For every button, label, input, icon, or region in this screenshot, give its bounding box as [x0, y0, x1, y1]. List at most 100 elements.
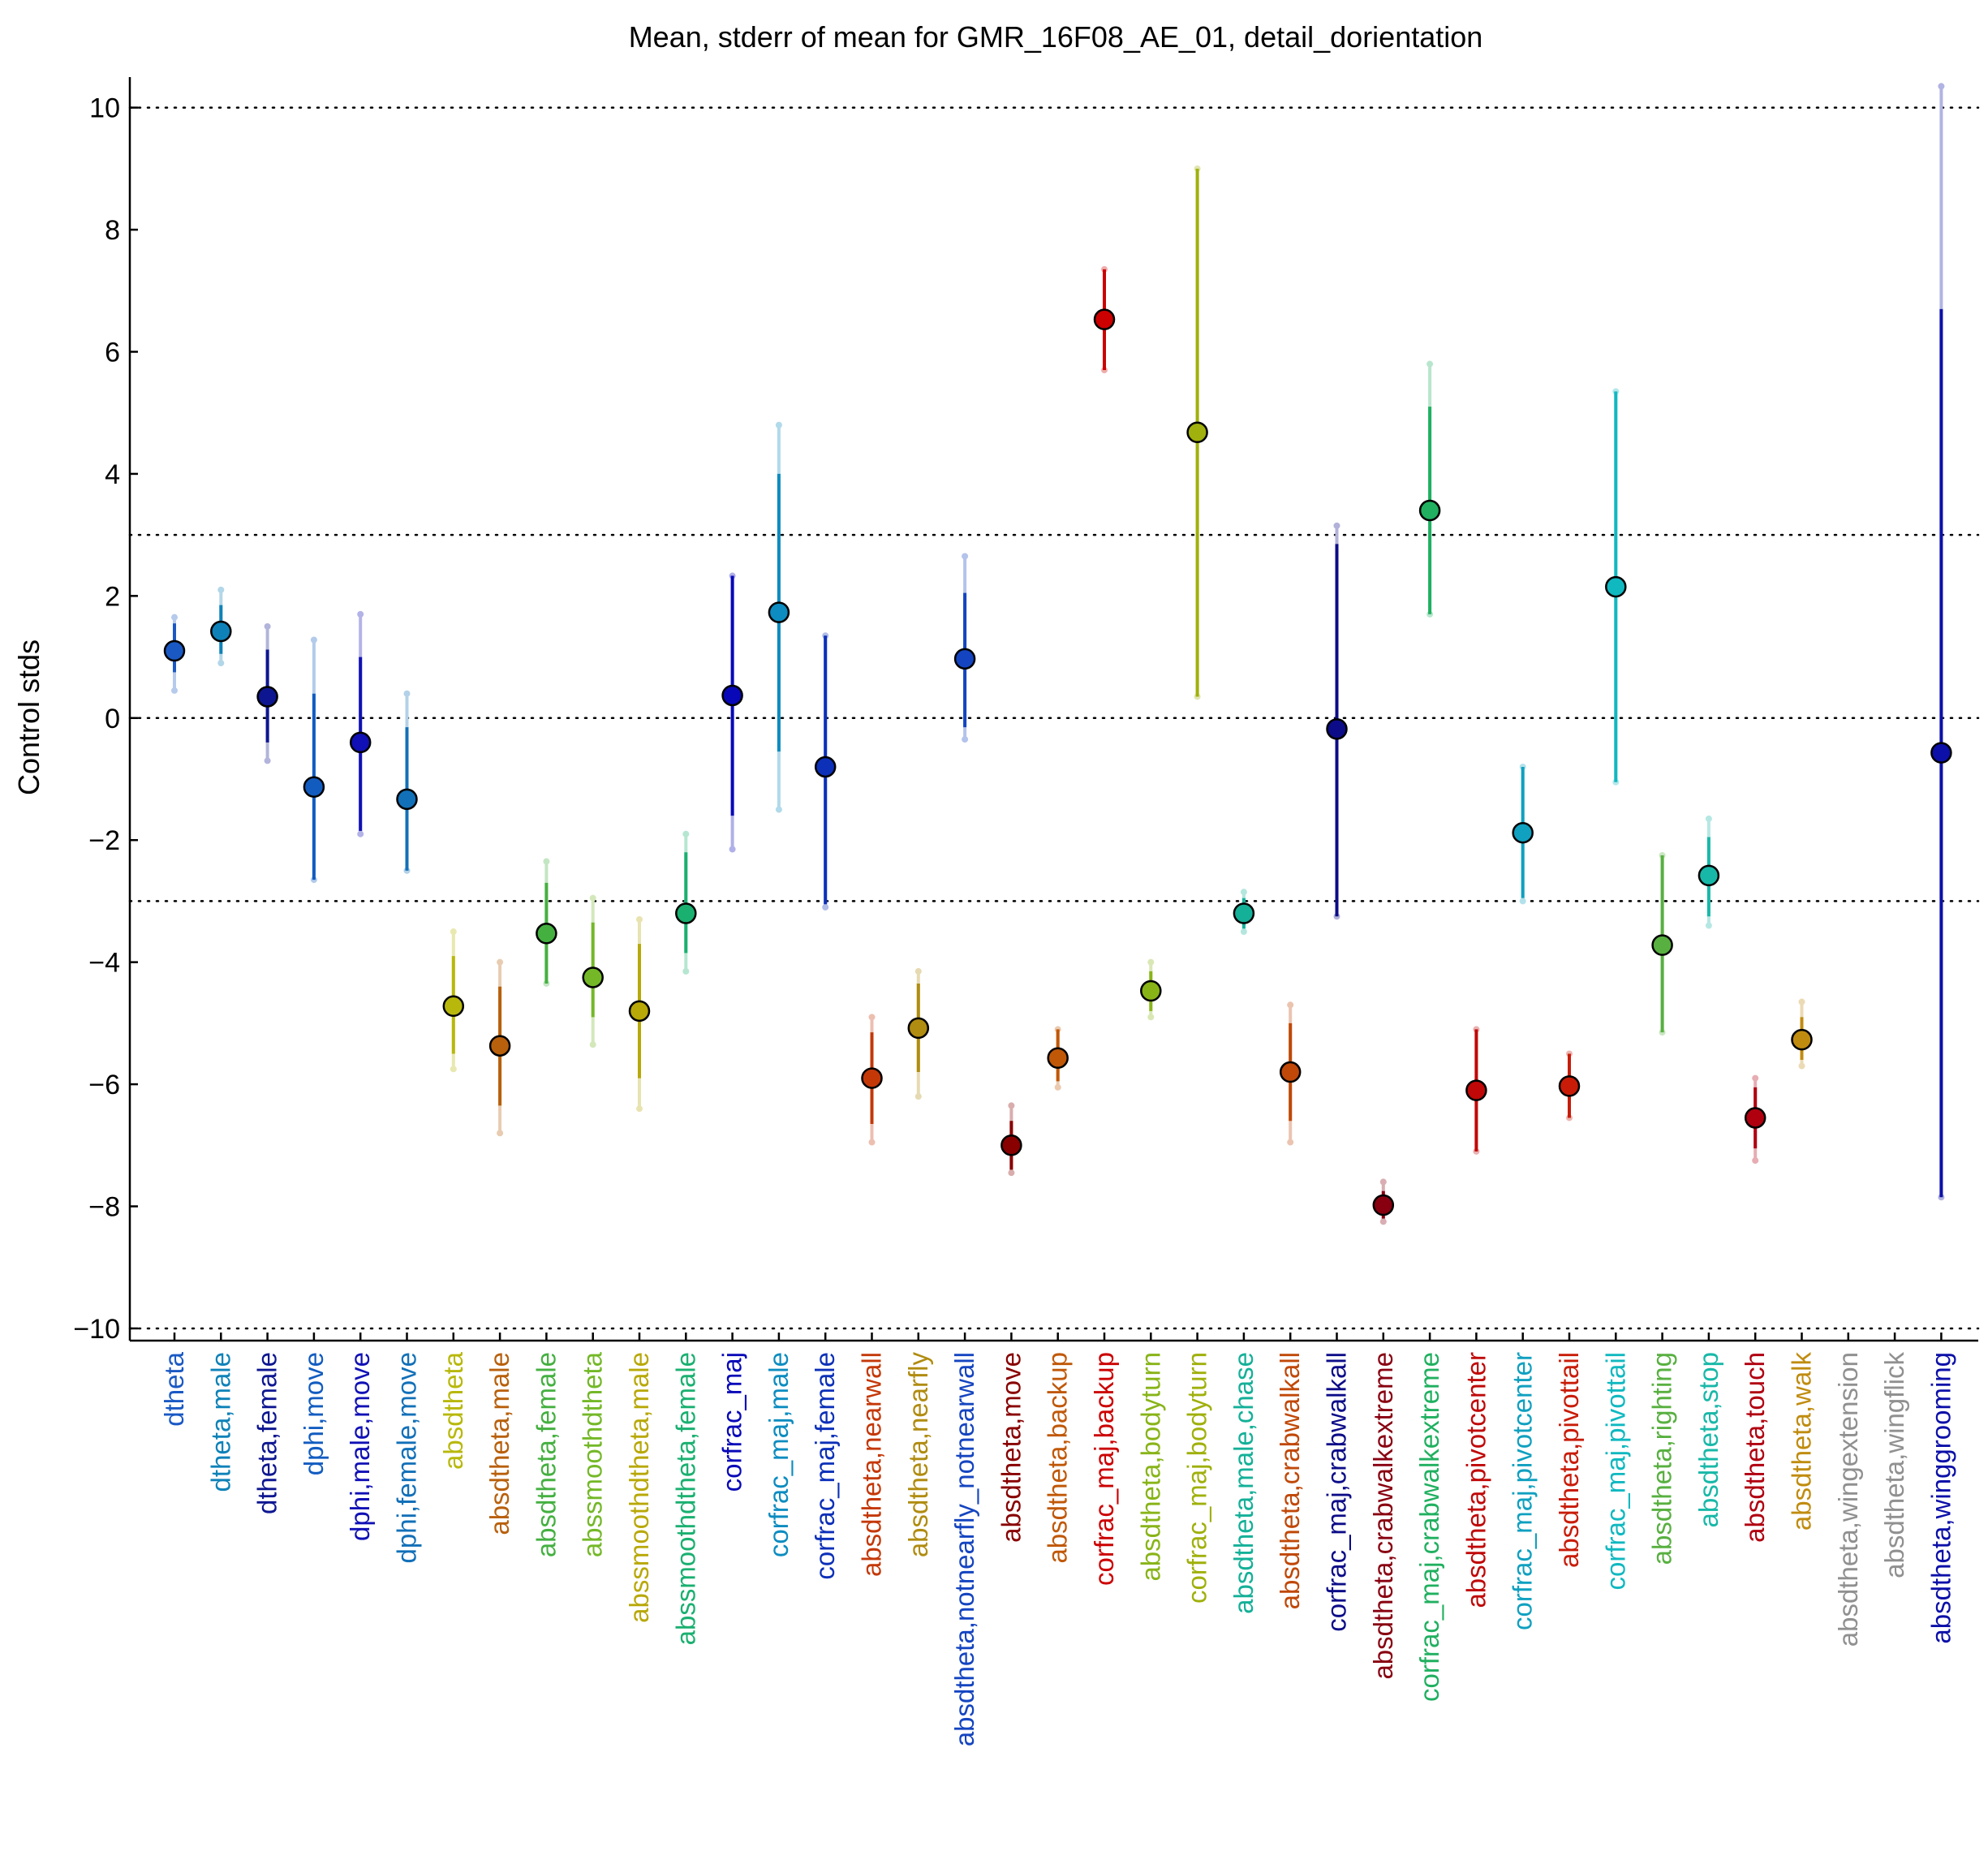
range-end-marker: [682, 830, 690, 837]
x-tick-label: abssmoothdtheta,female: [670, 1352, 700, 1645]
x-tick-label: absdtheta,wingextension: [1833, 1352, 1863, 1647]
mean-marker: [675, 902, 697, 924]
range-end-marker: [914, 967, 922, 975]
mean-marker: [1465, 1079, 1487, 1101]
mean-marker: [1372, 1194, 1395, 1216]
mean-marker: [1000, 1135, 1022, 1156]
range-end-marker: [1379, 1218, 1387, 1225]
range-end-marker: [729, 846, 736, 853]
x-tick-label: absdtheta,touch: [1740, 1352, 1770, 1543]
x-tick-label: absdtheta,pivotcenter: [1461, 1352, 1491, 1608]
mean-marker: [1512, 821, 1534, 844]
x-tick-label: absdtheta,pivottail: [1554, 1352, 1584, 1568]
mean-marker: [210, 620, 232, 643]
data-marks: [163, 83, 1952, 1225]
y-tick-label: −10: [73, 1314, 120, 1345]
x-tick-label: absdtheta: [438, 1351, 468, 1470]
x-tick-label: absdtheta,backup: [1043, 1352, 1073, 1564]
x-tick-label: corfrac_maj,male: [764, 1352, 794, 1557]
x-tick-label: absdtheta,walk: [1787, 1352, 1817, 1531]
range-end-marker: [1705, 815, 1712, 822]
mean-marker: [1651, 934, 1673, 956]
mean-marker: [1140, 980, 1162, 1002]
mean-marker: [1418, 499, 1441, 522]
range-end-marker: [1287, 1001, 1294, 1009]
y-tick-label: 2: [105, 581, 120, 612]
x-tick-label: absdtheta,winggrooming: [1926, 1352, 1956, 1644]
range-end-marker: [1287, 1139, 1294, 1146]
range-end-marker: [962, 736, 969, 743]
range-end-marker: [357, 830, 364, 837]
y-ticks: −10 −8 −6 −4 −2 0 2 4 6 8 10: [73, 93, 138, 1345]
x-tick-label: absdtheta,bodyturn: [1135, 1352, 1165, 1582]
x-tick-label: absdtheta,stop: [1693, 1352, 1723, 1528]
range-end-marker: [217, 586, 225, 593]
mean-marker: [861, 1067, 883, 1089]
mean-marker: [488, 1035, 511, 1057]
x-tick-label: corfrac_maj,backup: [1089, 1352, 1119, 1586]
range-end-marker: [1426, 360, 1434, 368]
mean-marker: [1744, 1107, 1766, 1129]
range-end-marker: [1333, 522, 1340, 529]
y-tick-label: 10: [89, 93, 120, 124]
mean-marker: [442, 995, 465, 1018]
range-end-marker: [636, 916, 643, 923]
y-tick-label: 0: [105, 704, 120, 734]
range-end-marker: [1798, 998, 1805, 1005]
x-tick-label: corfrac_maj,bodyturn: [1182, 1352, 1212, 1604]
x-tick-label: absdtheta,righting: [1647, 1352, 1677, 1565]
x-ticks: dtheta dtheta,male dtheta,female dphi,move d…: [159, 1333, 1956, 1746]
mean-marker: [256, 686, 278, 708]
range-end-marker: [1519, 898, 1526, 905]
mean-marker: [768, 601, 790, 623]
mean-marker: [349, 731, 372, 754]
x-tick-label: dphi,male,move: [345, 1352, 375, 1541]
mean-marker: [1698, 864, 1720, 887]
range-end-marker: [171, 614, 178, 621]
x-tick-label: abssmoothdtheta,male: [624, 1352, 654, 1623]
range-end-marker: [589, 1041, 596, 1048]
range-end-marker: [589, 894, 596, 902]
range-end-marker: [1798, 1062, 1805, 1070]
mean-marker: [1605, 575, 1627, 598]
x-tick-label: absdtheta,nearwall: [857, 1352, 887, 1577]
x-tick-label: absdtheta,move: [996, 1352, 1026, 1543]
x-tick-label: corfrac_maj,crabwalkextreme: [1414, 1352, 1444, 1702]
mean-marker: [1279, 1061, 1302, 1083]
range-end-marker: [1752, 1074, 1759, 1082]
range-end-marker: [450, 928, 457, 936]
range-end-marker: [497, 958, 504, 966]
mean-marker: [1186, 421, 1208, 444]
mean-marker: [1930, 742, 1952, 764]
mean-marker: [1558, 1075, 1581, 1097]
x-tick-label: corfrac_maj,pivotcenter: [1508, 1352, 1538, 1630]
x-tick-label: corfrac_maj: [717, 1352, 747, 1492]
chart-title: Mean, stderr of mean for GMR_16F08_AE_01…: [629, 20, 1483, 54]
mean-marker: [1233, 902, 1255, 924]
mean-marker: [303, 776, 325, 799]
y-tick-label: 6: [105, 337, 120, 368]
range-end-marker: [1008, 1102, 1015, 1109]
range-end-marker: [310, 636, 317, 644]
x-tick-label: absdtheta,crabwalkall: [1275, 1352, 1305, 1609]
range-end-marker: [868, 1139, 876, 1146]
y-tick-label: 8: [105, 215, 120, 246]
range-end-marker: [217, 660, 225, 667]
range-end-marker: [1240, 928, 1247, 936]
mean-marker: [582, 967, 604, 988]
mean-marker: [1047, 1047, 1069, 1069]
mean-marker: [907, 1017, 930, 1040]
x-tick-label: corfrac_maj,crabwalkall: [1322, 1352, 1352, 1632]
x-tick-label: absdtheta,crabwalkextreme: [1368, 1352, 1398, 1680]
y-tick-label: −6: [88, 1070, 120, 1100]
range-end-marker: [1752, 1157, 1759, 1165]
x-tick-label: absdtheta,male,chase: [1229, 1352, 1259, 1614]
y-tick-label: −2: [88, 825, 120, 856]
x-tick-label: absdtheta,male: [484, 1352, 514, 1535]
x-tick-label: corfrac_maj,pivottail: [1600, 1352, 1630, 1590]
range-end-marker: [775, 806, 782, 813]
mean-marker: [953, 648, 976, 670]
range-end-marker: [1008, 1169, 1015, 1177]
range-end-marker: [1054, 1083, 1061, 1091]
mean-marker: [1791, 1028, 1813, 1051]
